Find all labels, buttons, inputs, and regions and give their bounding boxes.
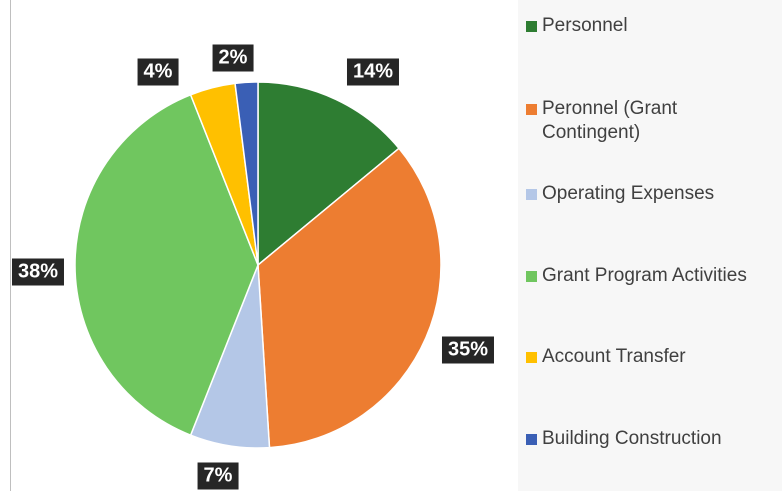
legend-item: Personnel: [524, 14, 764, 38]
legend-item: Peronnel (Grant Contingent): [524, 97, 764, 145]
legend-label: Peronnel (Grant Contingent): [542, 98, 678, 143]
data-label: 14%: [346, 58, 400, 86]
data-label: 35%: [441, 336, 495, 364]
pie-slice: [257, 147, 442, 449]
legend-item: Account Transfer: [524, 345, 764, 369]
data-label: 38%: [11, 258, 65, 286]
data-label: 4%: [137, 58, 179, 86]
legend-swatch: [526, 434, 537, 445]
legend-item: Building Construction: [524, 427, 764, 451]
legend-item: Grant Program Activities: [524, 264, 764, 288]
legend-swatch: [526, 271, 537, 282]
data-label: 2%: [212, 44, 254, 72]
legend-swatch: [526, 352, 537, 363]
legend-area: [518, 0, 782, 491]
pie-slice: [257, 81, 401, 267]
legend-label: Operating Expenses: [542, 183, 715, 204]
legend-label: Grant Program Activities: [542, 265, 747, 286]
legend-label: Account Transfer: [542, 346, 686, 367]
legend-swatch: [526, 21, 537, 32]
legend-label: Building Construction: [542, 428, 722, 449]
legend-item: Operating Expenses: [524, 182, 764, 206]
data-label: 7%: [197, 462, 239, 490]
frame-line: [10, 0, 11, 491]
pie-slice: [234, 81, 259, 266]
legend-swatch: [526, 104, 537, 115]
legend-label: Personnel: [542, 15, 628, 36]
pie-slice: [74, 93, 259, 437]
legend-swatch: [526, 189, 537, 200]
